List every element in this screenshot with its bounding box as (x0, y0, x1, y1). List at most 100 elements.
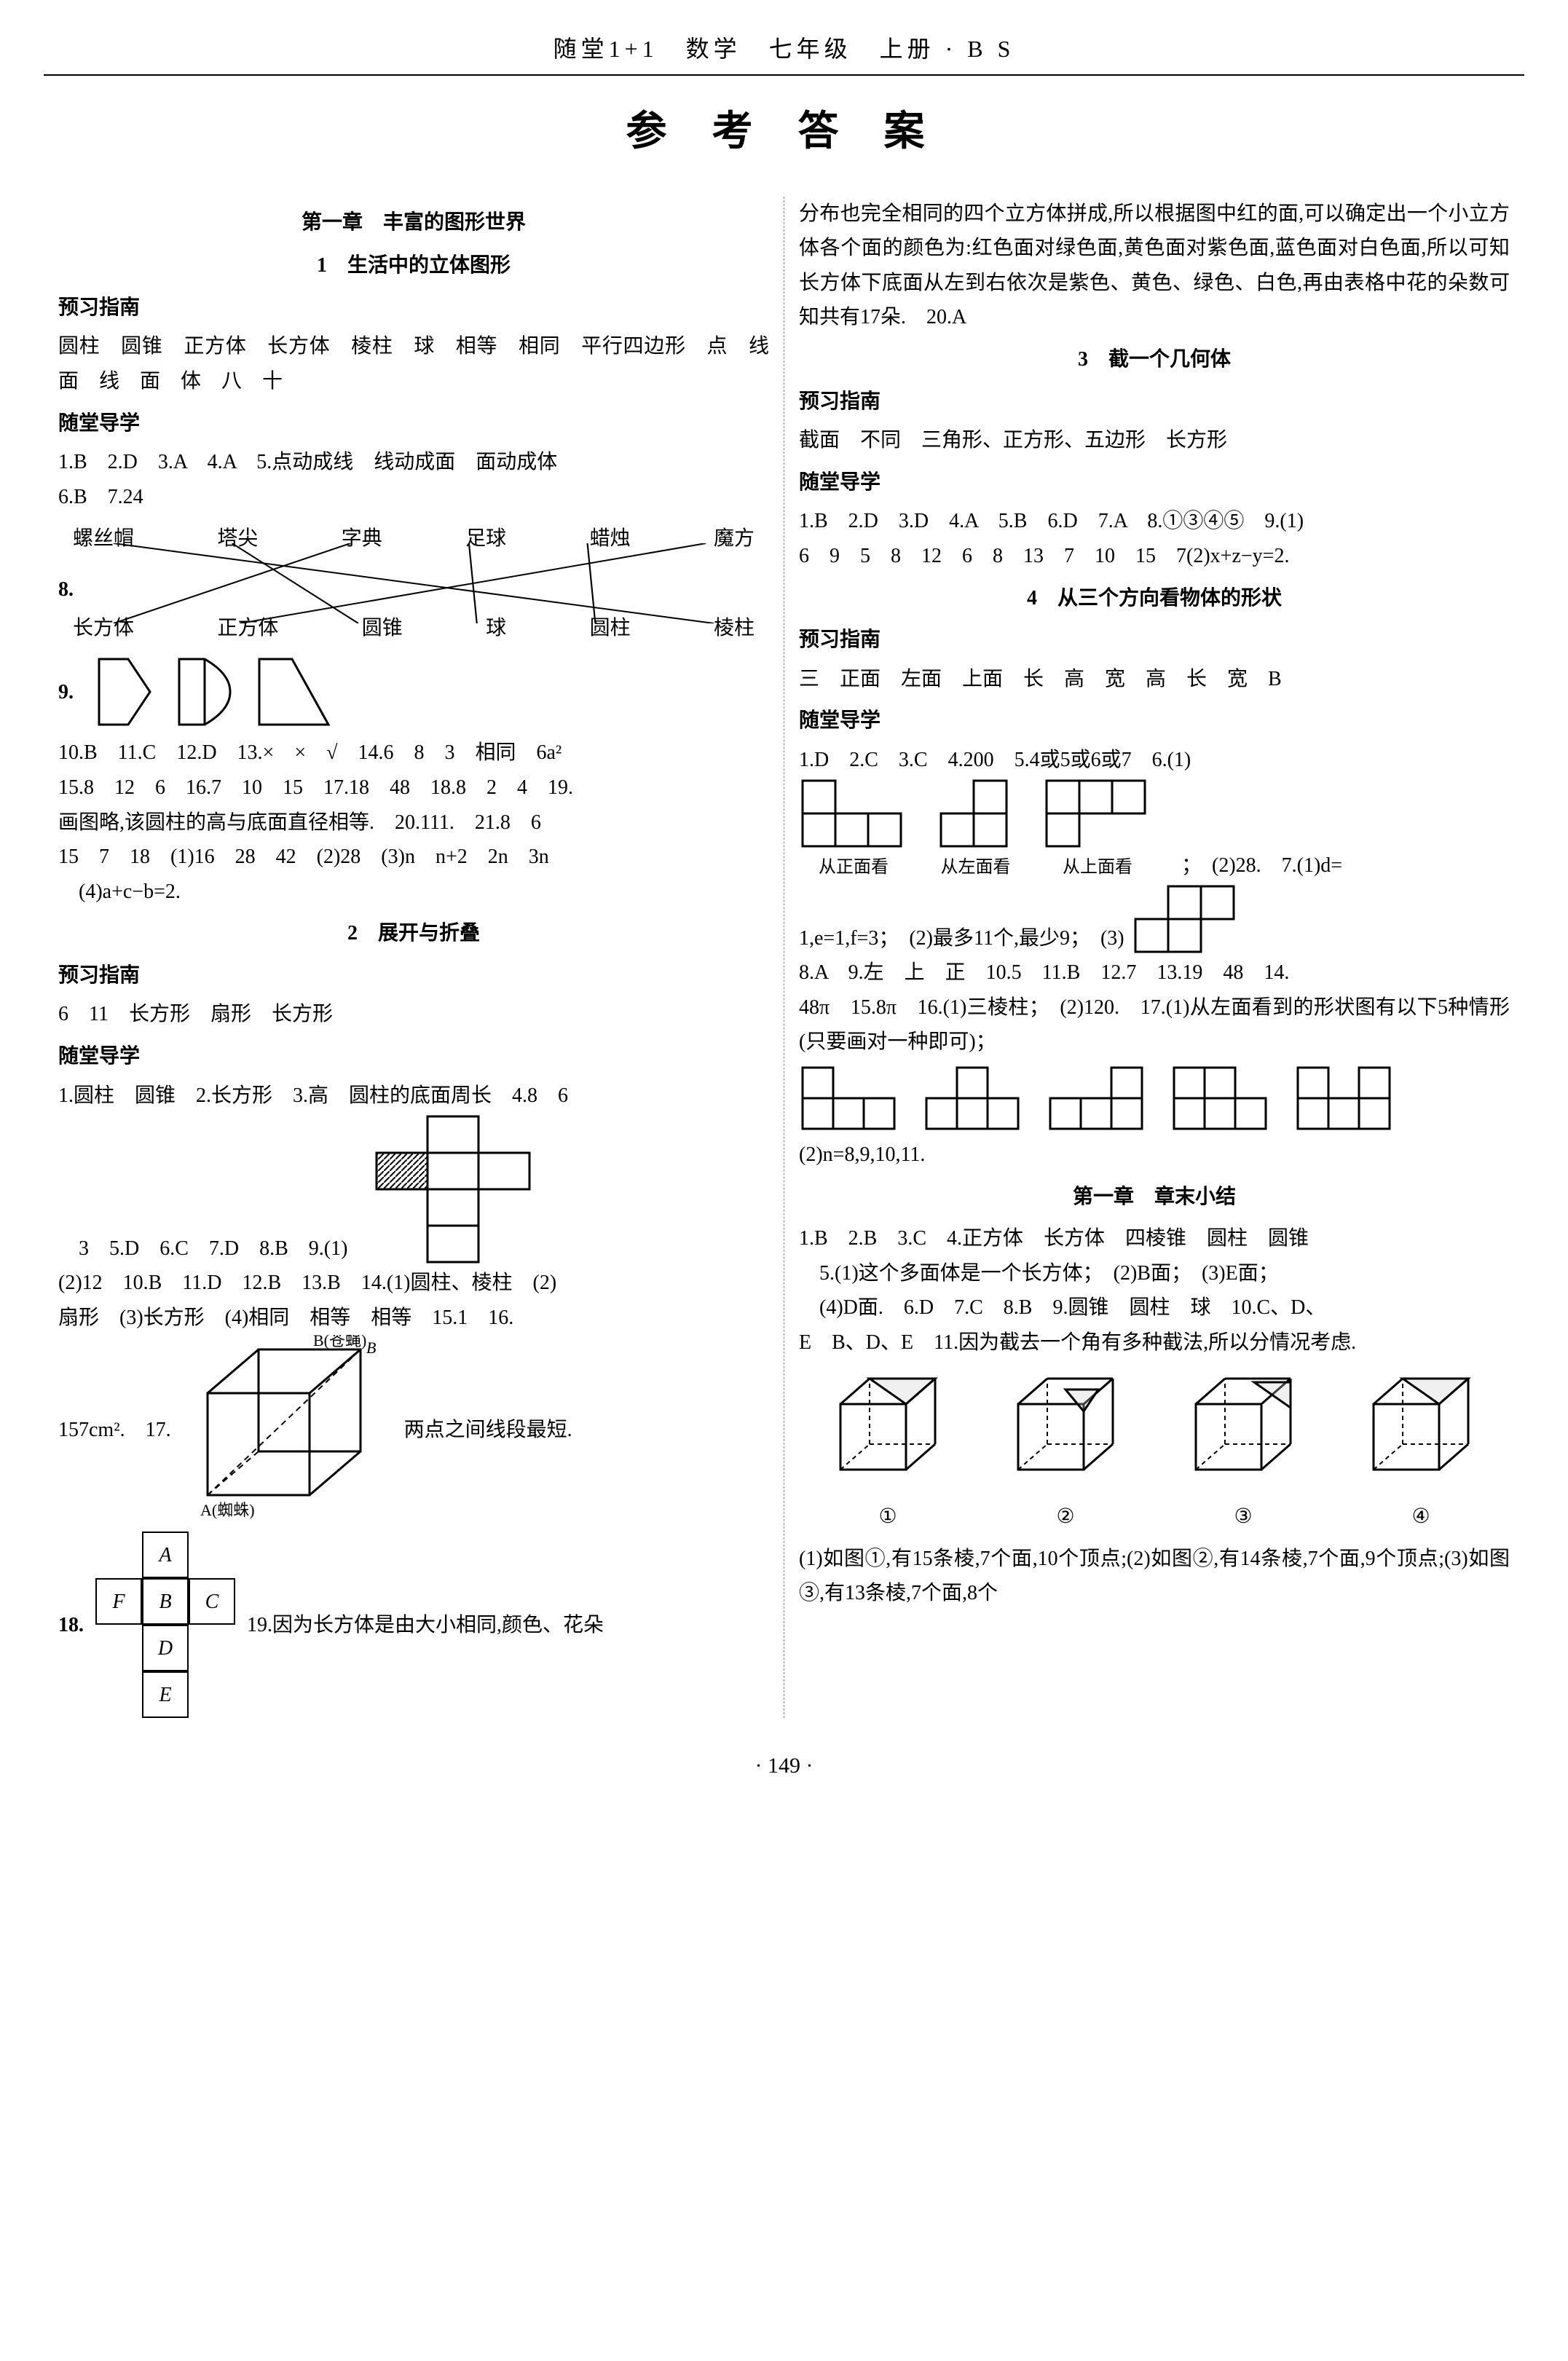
s2-line6b: 19.因为长方体是由大小相同,颜色、花朵 (247, 1608, 769, 1643)
s4-line6: (2)n=8,9,10,11. (799, 1138, 1510, 1172)
matching-diagram: 螺丝帽 塔尖 字典 足球 蜡烛 魔方 8. 长方体 (58, 521, 769, 645)
front-view-label: 从正面看 (819, 853, 889, 883)
s2-line3: (2)12 10.B 11.D 12.B 13.B 14.(1)圆柱、棱柱 (2… (58, 1266, 769, 1301)
section-3-title: 3 截一个几何体 (799, 342, 1510, 377)
s1-line5: 15.8 12 6 16.7 10 15 17.18 48 18.8 2 4 1… (58, 770, 769, 805)
sum-line3: (4)D面. 6.D 7.C 8.B 9.圆锥 圆柱 球 10.C、D、 (799, 1290, 1510, 1325)
class-heading-1: 随堂导学 (58, 406, 769, 441)
page-number: · 149 · (44, 1747, 1524, 1784)
shape-b-icon (923, 1064, 1025, 1133)
cube-3: ③ (1181, 1368, 1305, 1534)
transparent-cube-icon: B(苍蝇) B A(蜘蛛) (178, 1335, 397, 1524)
left-view: 从左面看 (937, 777, 1014, 883)
top-view-icon (1043, 777, 1152, 850)
match-bot-4: 圆柱 (590, 611, 631, 646)
left-column: 第一章 丰富的图形世界 1 生活中的立体图形 预习指南 圆柱 圆锥 正方体 长方… (44, 197, 784, 1719)
s3-line1: 1.B 2.D 3.D 4.A 5.B 6.D 7.A 8.①③④⑤ 9.(1) (799, 504, 1510, 539)
cut-cube-4-icon (1359, 1368, 1483, 1484)
q9-label: 9. (58, 675, 74, 710)
chapter-1-title: 第一章 丰富的图形世界 (58, 205, 769, 240)
left-view-icon (937, 777, 1014, 850)
shape-e-icon (1294, 1064, 1396, 1133)
section-1-title: 1 生活中的立体图形 (58, 248, 769, 283)
match-bot-3: 球 (486, 611, 506, 646)
s1-line4: 10.B 11.C 12.D 13.× × √ 14.6 8 3 相同 6a² (58, 736, 769, 770)
net-f: F (95, 1578, 142, 1625)
cut-cubes-row: ① ② (799, 1368, 1510, 1534)
preview-text-2: 6 11 长方形 扇形 长方形 (58, 997, 769, 1032)
right-cont1: 分布也完全相同的四个立方体拼成,所以根据图中红的面,可以确定出一个小立方体各个面… (799, 197, 1510, 335)
match-bot-0: 长方体 (73, 611, 134, 646)
net-e: E (142, 1671, 189, 1718)
front-view: 从正面看 (799, 777, 908, 883)
match-bot-1: 正方体 (217, 611, 278, 646)
s1-line8: (4)a+c−b=2. (58, 875, 769, 910)
net-row: 18. A FBC D E 19.因为长方体是由大小相同,颜色、花朵 (58, 1532, 769, 1718)
preview-text-3: 截面 不同 三角形、正方形、五边形 长方形 (799, 423, 1510, 458)
right-column: 分布也完全相同的四个立方体拼成,所以根据图中红的面,可以确定出一个小立方体各个面… (784, 197, 1524, 1719)
net-d: D (142, 1625, 189, 1671)
cube-4: ④ (1359, 1368, 1483, 1534)
summary-title: 第一章 章末小结 (799, 1180, 1510, 1215)
three-views-row: 从正面看 从左面看 从上面看 ； (2)28. 7.(1)d= (799, 777, 1510, 883)
cube-label-right: B (366, 1339, 376, 1357)
s4-line5: 48π 15.8π 16.(1)三棱柱； (2)120. 17.(1)从左面看到… (799, 990, 1510, 1060)
cube-4-label: ④ (1359, 1499, 1483, 1534)
s2-line4: 扇形 (3)长方形 (4)相同 相等 相等 15.1 16. (58, 1301, 769, 1336)
cube-3-label: ③ (1181, 1499, 1305, 1534)
s4-line4: 8.A 9.左 上 正 10.5 11.B 12.7 13.19 48 14. (799, 955, 1510, 990)
cube-1-label: ① (826, 1499, 950, 1534)
s4-line2: ； (2)28. 7.(1)d= (1181, 848, 1342, 883)
net-a: A (142, 1532, 189, 1578)
s1-line2: 6.B 7.24 (58, 480, 769, 515)
trapezoid-shape-icon (256, 655, 336, 728)
front-view-icon (799, 777, 908, 850)
s2-line5b: 两点之间线段最短. (404, 1413, 572, 1448)
letter-net-diagram: A FBC D E (95, 1532, 235, 1718)
cube-2-label: ② (1004, 1499, 1127, 1534)
q18-label: 18. (58, 1608, 84, 1643)
sum-line4: E B、D、E 11.因为截去一个角有多种截法,所以分情况考虑. (799, 1325, 1510, 1360)
sum-line5: (1)如图①,有15条棱,7个面,10个顶点;(2)如图②,有14条棱,7个面,… (799, 1542, 1510, 1611)
preview-heading-1: 预习指南 (58, 291, 769, 326)
s4-line3-row: 1,e=1,f=3； (2)最多11个,最少9； (3) (799, 883, 1510, 955)
top-view-label: 从上面看 (1063, 853, 1132, 883)
class-heading-2: 随堂导学 (58, 1039, 769, 1074)
class-heading-4: 随堂导学 (799, 703, 1510, 738)
net-c: C (189, 1578, 235, 1625)
section-4-title: 4 从三个方向看物体的形状 (799, 581, 1510, 616)
cube-label-top: B(苍蝇) (313, 1335, 366, 1349)
shape-c-icon (1047, 1064, 1149, 1133)
preview-text-1: 圆柱 圆锥 正方体 长方体 棱柱 球 相等 相同 平行四边形 点 线 面 线 面… (58, 329, 769, 398)
page-header: 随堂1+1 数学 七年级 上册 · B S (44, 29, 1524, 76)
s1-line6: 画图略,该圆柱的高与底面直径相等. 20.111. 21.8 6 (58, 805, 769, 840)
s2-line2: 3 5.D 6.C 7.D 8.B 9.(1) (58, 1231, 347, 1266)
match-bot-5: 棱柱 (714, 611, 755, 646)
preview-text-4: 三 正面 左面 上面 长 高 宽 高 长 宽 B (799, 662, 1510, 697)
preview-heading-2: 预习指南 (58, 958, 769, 993)
two-column-layout: 第一章 丰富的图形世界 1 生活中的立体图形 预习指南 圆柱 圆锥 正方体 长方… (44, 197, 1524, 1719)
s1-line1: 1.B 2.D 3.A 4.A 5.点动成线 线动成面 面动成体 (58, 445, 769, 480)
cube-1: ① (826, 1368, 950, 1534)
cube-diagram-row: 157cm². 17. B(苍蝇) B A(蜘蛛) (58, 1335, 769, 1524)
preview-heading-4: 预习指南 (799, 623, 1510, 658)
left-view-label: 从左面看 (941, 853, 1011, 883)
s1-line7: 15 7 18 (1)16 28 42 (2)28 (3)n n+2 2n 3n (58, 840, 769, 875)
shape-a-icon (799, 1064, 901, 1133)
cube-2: ② (1004, 1368, 1127, 1534)
s4-line1: 1.D 2.C 3.C 4.200 5.4或5或6或7 6.(1) (799, 743, 1510, 778)
pentagon-shape-icon (95, 655, 154, 728)
cut-cube-2-icon (1004, 1368, 1127, 1484)
q9-shapes-row: 9. (58, 655, 769, 728)
s2-line5: 157cm². 17. (58, 1413, 171, 1448)
cross-net-icon (355, 1113, 559, 1266)
main-title: 参 考 答 案 (44, 98, 1524, 167)
s3-line2: 6 9 5 8 12 6 8 13 7 10 15 7(2)x+z−y=2. (799, 539, 1510, 574)
half-rect-shape-icon (176, 655, 234, 728)
match-bot-2: 圆锥 (362, 611, 403, 646)
net-b: B (142, 1578, 189, 1625)
shape-d-icon (1170, 1064, 1272, 1133)
cube-label-bottom: A(蜘蛛) (200, 1501, 255, 1519)
top-view: 从上面看 (1043, 777, 1152, 883)
cut-cube-3-icon (1181, 1368, 1305, 1484)
